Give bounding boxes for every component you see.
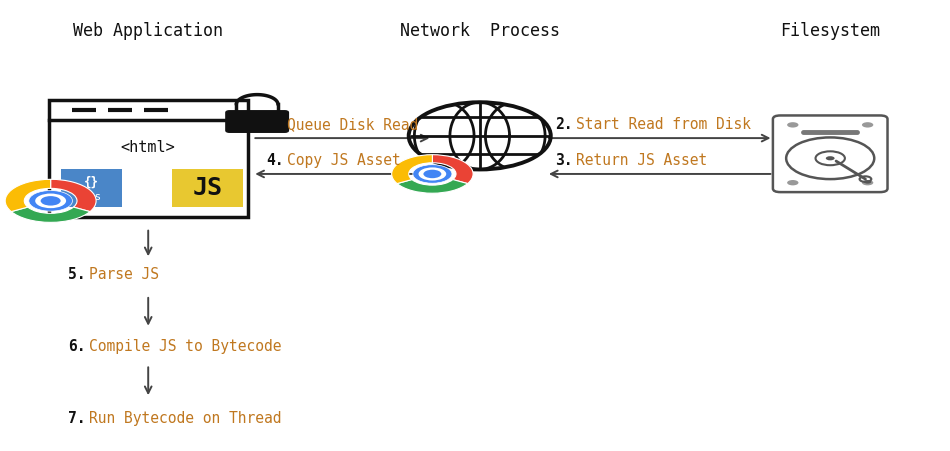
Text: 6.: 6.: [67, 339, 86, 354]
Wedge shape: [432, 155, 473, 184]
Circle shape: [41, 196, 61, 206]
Text: Return JS Asset: Return JS Asset: [577, 153, 708, 168]
Text: Compile JS to Bytecode: Compile JS to Bytecode: [88, 339, 281, 354]
FancyBboxPatch shape: [773, 115, 887, 192]
Text: {}: {}: [84, 175, 99, 189]
Text: 5.: 5.: [67, 267, 86, 282]
Circle shape: [413, 165, 452, 183]
Circle shape: [35, 193, 66, 208]
Text: Start Read from Disk: Start Read from Disk: [577, 117, 751, 132]
Circle shape: [424, 170, 442, 178]
Circle shape: [862, 180, 873, 185]
Text: 7.: 7.: [67, 411, 86, 426]
Circle shape: [788, 122, 799, 128]
Text: Network  Process: Network Process: [400, 22, 560, 40]
Text: Queue Disk Read: Queue Disk Read: [288, 117, 419, 132]
Circle shape: [419, 167, 446, 180]
Wedge shape: [397, 179, 467, 193]
Bar: [48, 100, 248, 216]
Circle shape: [864, 180, 871, 184]
Text: Copy JS Asset: Copy JS Asset: [288, 153, 401, 168]
Wedge shape: [50, 179, 96, 212]
Text: css: css: [82, 192, 102, 202]
Text: 3.: 3.: [556, 153, 573, 168]
Wedge shape: [5, 179, 50, 212]
Circle shape: [862, 122, 873, 128]
Circle shape: [826, 156, 835, 161]
Circle shape: [788, 180, 799, 185]
Circle shape: [28, 190, 72, 211]
Text: Filesystem: Filesystem: [780, 22, 881, 40]
Text: Run Bytecode on Thread: Run Bytecode on Thread: [88, 411, 281, 426]
Text: Parse JS: Parse JS: [88, 267, 159, 282]
Wedge shape: [11, 207, 90, 222]
Text: 4.: 4.: [267, 153, 284, 168]
Text: <html>: <html>: [121, 140, 176, 155]
Bar: [172, 169, 243, 207]
Text: 1.: 1.: [267, 117, 284, 132]
Wedge shape: [391, 155, 432, 184]
Text: Web Application: Web Application: [73, 22, 223, 40]
FancyBboxPatch shape: [226, 111, 289, 132]
Text: JS: JS: [193, 175, 222, 200]
Bar: [61, 169, 123, 207]
Text: 2.: 2.: [556, 117, 573, 132]
